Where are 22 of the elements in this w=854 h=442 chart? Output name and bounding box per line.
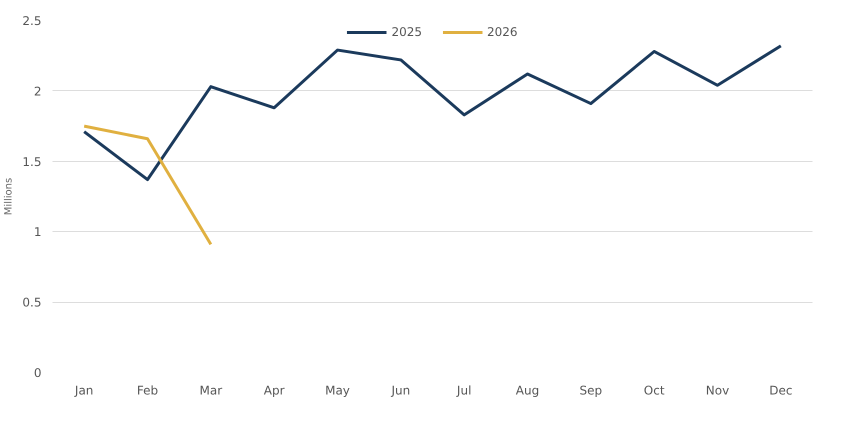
legend-label: 2026	[487, 25, 518, 39]
x-tick-label: Nov	[706, 384, 730, 398]
x-tick-label: Sep	[580, 384, 602, 398]
x-tick-label: Jun	[390, 384, 410, 398]
x-tick-label: Dec	[769, 384, 792, 398]
y-tick-label: 0	[34, 366, 42, 380]
x-tick-label: May	[325, 384, 350, 398]
x-tick-label: Mar	[200, 384, 222, 398]
y-tick-label: 1.5	[22, 154, 42, 169]
line-series	[82, 44, 782, 182]
y-tick-label: 0.5	[22, 296, 42, 310]
y-tick-label: 2	[34, 84, 42, 98]
y-tick-label: 1	[34, 225, 42, 240]
x-tick-label: Apr	[264, 384, 285, 398]
y-axis-title: Millions	[3, 178, 14, 216]
y-tick-label: 2.5	[22, 14, 42, 28]
x-tick-label: Aug	[516, 384, 540, 398]
x-tick-label: Feb	[136, 384, 158, 398]
x-tick-label: Oct	[644, 384, 665, 398]
x-tick-label: Jul	[456, 384, 472, 398]
x-tick-label: Jan	[74, 384, 94, 398]
legend-label: 2025	[391, 25, 422, 39]
